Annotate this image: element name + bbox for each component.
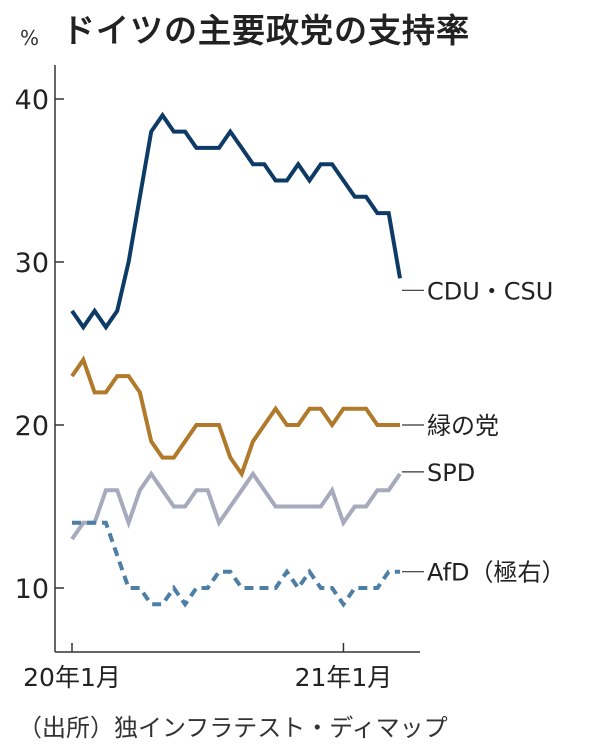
series-label: 緑の党 (427, 412, 499, 440)
source-note: （出所）独インフラテスト・ディマップ (18, 714, 448, 742)
unit-label: % (20, 26, 40, 50)
series-line-2 (70, 470, 402, 541)
series-label: AfD（極右） (427, 559, 566, 587)
x-tick-label: 21年1月 (295, 663, 393, 692)
y-tick-label: 40 (15, 85, 49, 116)
chart-title: ドイツの主要政党の支持率 (62, 11, 470, 50)
y-tick-label: 10 (15, 574, 49, 605)
y-tick-label: 30 (15, 248, 49, 279)
y-tick-label: 20 (15, 411, 49, 442)
series-line-0 (70, 111, 402, 331)
x-tick-label: 20年1月 (23, 663, 121, 692)
series-label: CDU・CSU (427, 277, 553, 305)
series-line-1 (70, 355, 400, 479)
series-label: SPD (427, 459, 475, 487)
series-line-3 (72, 520, 400, 608)
